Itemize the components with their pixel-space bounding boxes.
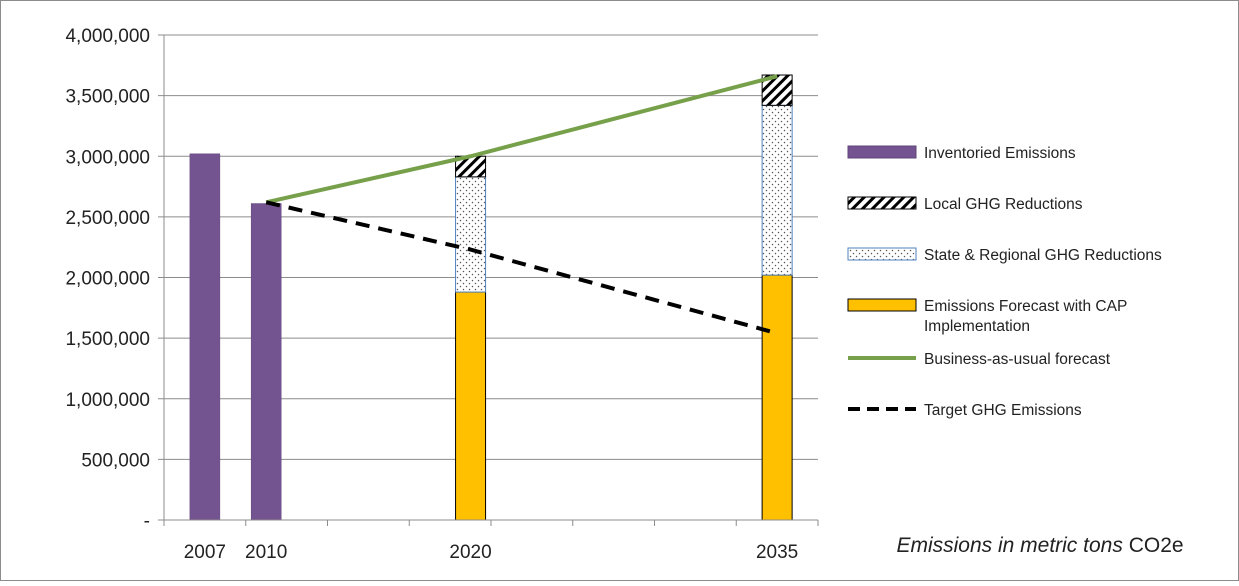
line-business-as-usual-forecast (265, 74, 778, 205)
y-tick-label: 4,000,000 (65, 26, 150, 47)
legend-label-local-ghg-reductions: Local GHG Reductions (924, 196, 1083, 213)
legend-label-emissions-forecast-with-cap-implementation: Emissions Forecast with CAP Implementatio… (924, 298, 1127, 335)
units-annotation-unit: CO2e (1129, 534, 1184, 557)
y-tick-label: 2,500,000 (65, 208, 150, 229)
bar-state-regional-ghg-reductions-2035 (761, 104, 793, 276)
units-annotation: Emissions in metric tons CO2e (896, 534, 1183, 557)
bar-inventoried-emissions-2010 (250, 203, 282, 521)
legend-label-target-ghg-emissions: Target GHG Emissions (924, 402, 1082, 419)
legend-swatch-local-ghg-reductions (847, 196, 917, 210)
legend-swatch-emissions-forecast-with-cap-implementation (847, 298, 917, 312)
units-annotation-italic: Emissions in metric tons (896, 534, 1123, 557)
bar-inventoried-emissions-2007 (189, 153, 221, 521)
x-tick-label: 2020 (449, 542, 491, 563)
y-tick-label: 2,000,000 (65, 269, 150, 290)
y-tick-label: - (144, 511, 150, 532)
y-tick-label: 3,000,000 (65, 147, 150, 168)
legend-label-inventoried-emissions: Inventoried Emissions (924, 145, 1076, 162)
legend-label-business-as-usual-forecast: Business-as-usual forecast (924, 351, 1111, 368)
y-tick-label: 500,000 (81, 450, 150, 471)
legend-swatch-inventoried-emissions (847, 145, 917, 159)
bar-emissions-forecast-with-cap-implementation-2020 (455, 291, 487, 521)
x-tick-label: 2007 (184, 542, 226, 563)
bar-state-regional-ghg-reductions-2020 (455, 176, 487, 293)
line-target-ghg-emissions (265, 200, 778, 336)
legend-swatch-state-regional-ghg-reductions (847, 247, 917, 261)
x-tick-label: 2035 (756, 542, 798, 563)
x-tick-label: 2010 (245, 542, 287, 563)
y-tick-label: 1,000,000 (65, 390, 150, 411)
legend-label-state-regional-ghg-reductions: State & Regional GHG Reductions (924, 247, 1162, 264)
y-tick-label: 3,500,000 (65, 87, 150, 108)
y-tick-label: 1,500,000 (65, 329, 150, 350)
bar-emissions-forecast-with-cap-implementation-2035 (761, 274, 793, 521)
